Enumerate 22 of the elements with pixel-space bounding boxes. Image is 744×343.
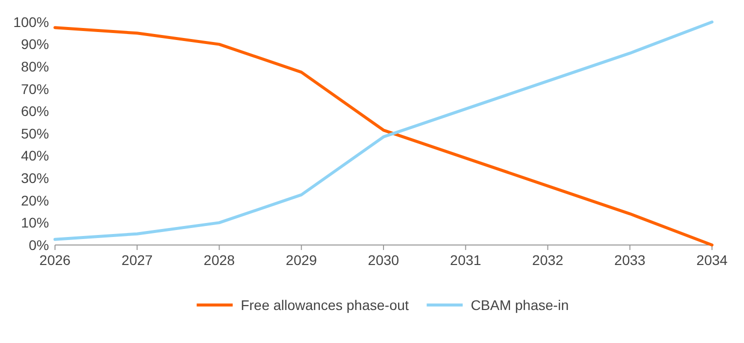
y-tick-label: 0% — [28, 236, 49, 253]
x-tick-label: 2030 — [368, 252, 400, 268]
y-tick-label: 40% — [20, 148, 49, 164]
y-tick-label: 10% — [20, 214, 49, 231]
x-tick-label: 2031 — [450, 252, 482, 268]
y-tick-label: 70% — [20, 80, 49, 97]
legend-label: Free allowances phase-out — [240, 296, 409, 313]
y-tick-label: 20% — [20, 192, 49, 208]
x-tick-label: 2032 — [532, 252, 564, 268]
y-tick-label: 90% — [20, 36, 49, 52]
y-tick-label: 60% — [20, 103, 49, 120]
y-tick-label: 50% — [20, 125, 49, 142]
x-tick-label: 2029 — [286, 252, 318, 268]
x-tick-label: 2028 — [204, 252, 236, 268]
x-tick-label: 2034 — [696, 252, 728, 268]
legend-label: CBAM phase-in — [470, 296, 569, 313]
x-tick-label: 2033 — [614, 252, 646, 268]
y-tick-label: 100% — [13, 14, 49, 30]
y-tick-label: 30% — [20, 170, 49, 186]
x-tick-label: 2026 — [39, 252, 71, 268]
y-tick-label: 80% — [20, 58, 49, 74]
x-tick-label: 2027 — [122, 252, 153, 268]
